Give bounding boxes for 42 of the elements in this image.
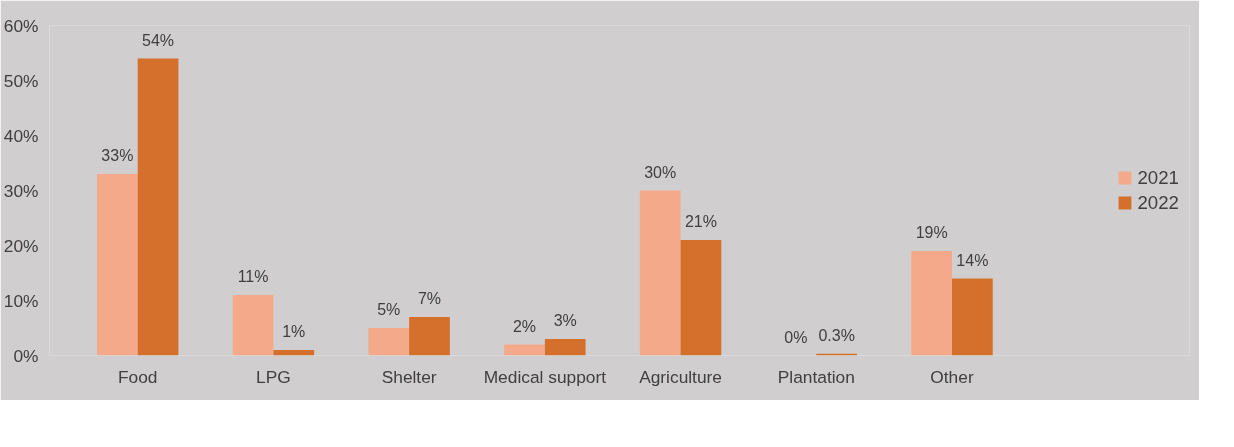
text: 5% [377,301,401,318]
bar [544,339,586,356]
text: 1% [282,323,306,340]
y-tick-label: 30% [3,180,39,201]
x-tick-label: LPG [256,366,291,387]
x-tick-label: Shelter [381,366,437,387]
x-tick-label: Agriculture [639,366,722,387]
text: 0% [784,328,808,346]
text: 19% [915,224,948,241]
text: 3% [553,312,577,329]
bar [911,251,952,356]
legend-label: 2022 [1137,191,1179,214]
bar [137,58,179,356]
y-tick-label: 0% [13,345,39,366]
bar [504,344,545,356]
text: 0.3% [818,326,855,344]
bar [680,240,722,356]
bar [97,174,138,356]
y-tick-label: 20% [3,235,39,256]
y-tick-label: 10% [3,290,39,311]
text: 21% [684,213,717,230]
legend-label: 2021 [1137,166,1179,189]
text: 30% [644,163,677,181]
x-tick-label: Medical support [483,366,607,387]
y-tick-label: 60% [3,15,39,36]
text: 7% [417,290,442,307]
bar [952,278,993,356]
x-tick-label: Plantation [777,366,855,387]
text: 33% [101,147,134,164]
bar [409,317,450,356]
bar [273,350,315,356]
text: 54% [142,31,175,49]
text: 2% [512,317,537,335]
x-tick-label: Other [930,366,974,387]
bar [368,328,410,356]
y-tick-label: 50% [3,70,39,91]
x-tick-label: Food [117,366,158,387]
bar [639,190,681,356]
y-tick-label: 40% [3,125,39,146]
text: 14% [956,251,989,269]
text: 11% [237,268,269,285]
bar [232,295,274,356]
